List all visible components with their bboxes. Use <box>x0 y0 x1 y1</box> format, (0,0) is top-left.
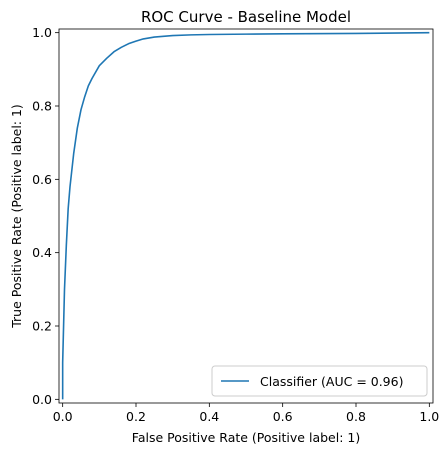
y-axis-ticks: 0.0 0.2 0.4 0.6 0.8 1.0 <box>32 25 59 407</box>
x-tick-label: 0.4 <box>199 409 219 424</box>
x-tick-label: 1.0 <box>419 409 439 424</box>
chart-title: ROC Curve - Baseline Model <box>141 8 351 26</box>
y-tick-label: 0.8 <box>32 99 52 114</box>
legend: Classifier (AUC = 0.96) <box>211 365 428 397</box>
legend-box <box>211 365 428 397</box>
y-tick-label: 0.4 <box>32 245 52 260</box>
x-tick-label: 0.2 <box>126 409 146 424</box>
y-axis-label: True Positive Rate (Positive label: 1) <box>9 104 24 329</box>
x-tick-label: 0.0 <box>53 409 73 424</box>
plot-area <box>58 28 434 404</box>
roc-curve-line <box>61 31 430 400</box>
x-axis-ticks: 0.0 0.2 0.4 0.6 0.8 1.0 <box>53 403 439 424</box>
y-tick-label: 1.0 <box>32 25 52 40</box>
legend-label: Classifier (AUC = 0.96) <box>260 374 403 389</box>
y-tick-label: 0.2 <box>32 319 52 334</box>
y-tick-label: 0.6 <box>32 172 52 187</box>
x-axis-label: False Positive Rate (Positive label: 1) <box>132 430 360 445</box>
y-tick-label: 0.0 <box>32 392 52 407</box>
x-tick-label: 0.8 <box>346 409 366 424</box>
x-tick-label: 0.6 <box>273 409 293 424</box>
